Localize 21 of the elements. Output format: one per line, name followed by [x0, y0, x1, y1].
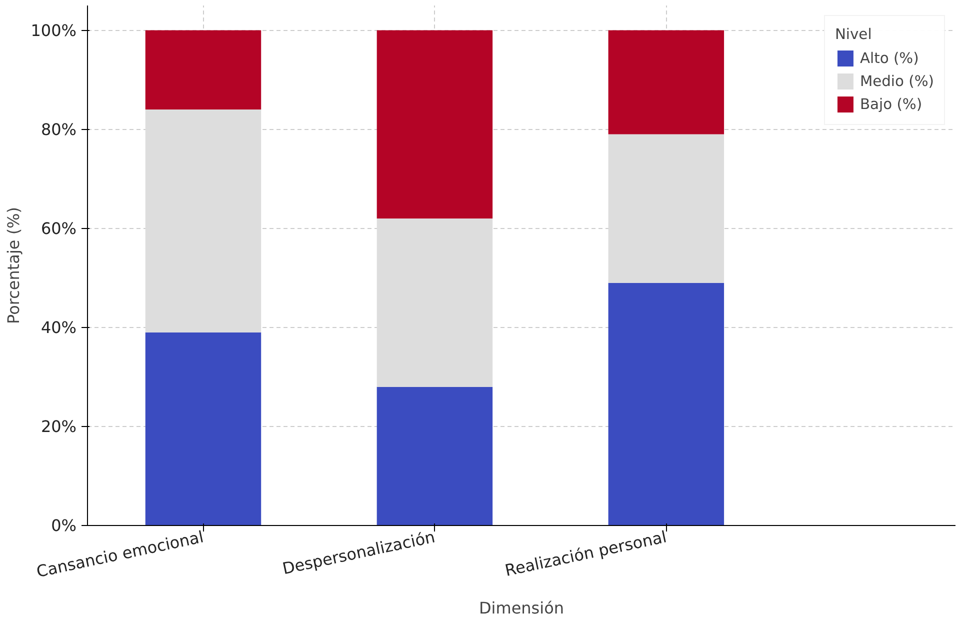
y-tick-label: 0%: [51, 516, 77, 535]
legend-label: Alto (%): [860, 50, 919, 66]
bar: [376, 218, 493, 387]
y-tick-label: 40%: [40, 318, 76, 337]
bar: [376, 386, 493, 526]
legend-title: Nivel: [834, 26, 873, 43]
bar: [608, 30, 724, 134]
bar: [608, 282, 724, 526]
bar: [145, 332, 262, 526]
y-tick-label: 60%: [40, 218, 76, 238]
bar: [376, 30, 493, 218]
legend-label: Bajo (%): [860, 96, 922, 112]
bar: [608, 134, 724, 283]
y-tick-label: 20%: [40, 416, 76, 436]
y-axis-title: Porcentaje (%): [4, 206, 23, 324]
bar: [145, 30, 262, 110]
x-axis-title: Dimensión: [478, 598, 564, 618]
legend-label: Medio (%): [860, 72, 934, 90]
bar: [145, 110, 262, 332]
y-tick-label: 80%: [40, 120, 76, 139]
y-tick-label: 100%: [30, 20, 77, 40]
